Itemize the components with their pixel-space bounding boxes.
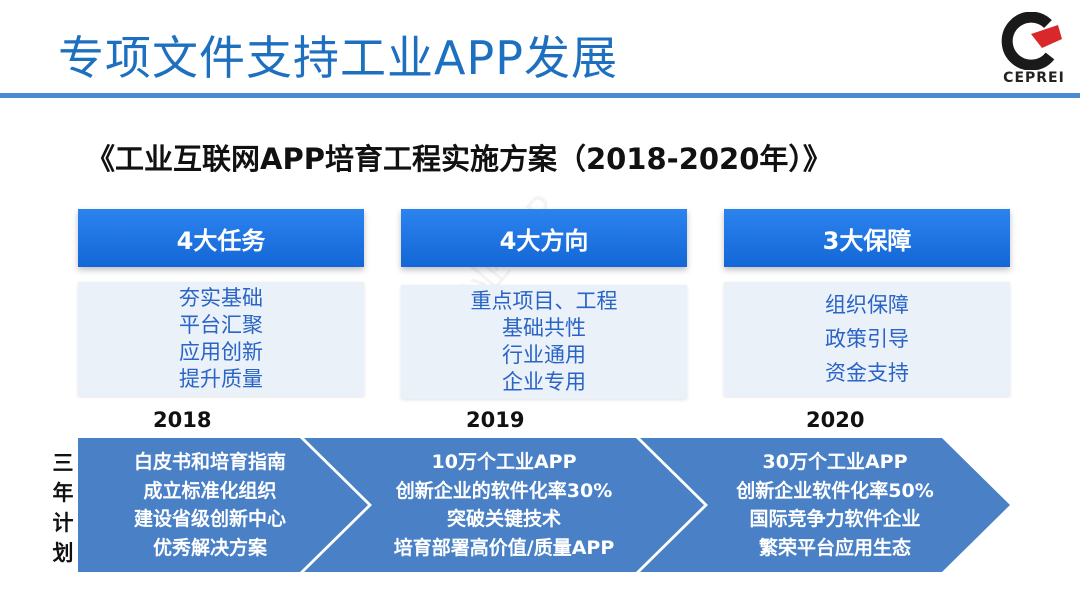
list-item: 企业专用	[502, 370, 586, 394]
phase-line: 成立标准化组织	[143, 479, 277, 502]
phase-arrow-2020	[640, 438, 1010, 572]
phase-line: 优秀解决方案	[152, 536, 267, 559]
plan-label-char: 年	[52, 481, 74, 505]
tasks-list: 夯实基础 平台汇聚 应用创新 提升质量	[78, 282, 364, 396]
phase-line: 创新企业的软件化率30%	[395, 479, 613, 502]
ceprei-logo: CEPREI	[998, 11, 1070, 92]
heading-directions: 4大方向	[401, 209, 687, 267]
logo-text: CEPREI	[1003, 70, 1065, 86]
slide-title: 专项文件支持工业APP发展	[58, 31, 618, 85]
phase-2020-text: 30万个工业APP 创新企业软件化率50% 国际竞争力软件企业 繁荣平台应用生态	[705, 448, 965, 562]
list-item: 基础共性	[502, 316, 586, 340]
phase-2019-text: 10万个工业APP 创新企业的软件化率30% 突破关键技术 培育部署高价值/质量…	[366, 448, 642, 562]
plan-label-char: 计	[52, 511, 74, 535]
year-2020: 2020	[806, 408, 865, 432]
title-rule	[0, 93, 1080, 98]
year-2018: 2018	[153, 408, 212, 432]
phase-line: 突破关键技术	[446, 508, 561, 530]
plan-label-char: 三	[52, 451, 74, 475]
phase-arrow-2019	[304, 438, 704, 572]
phase-line: 10万个工业APP	[431, 451, 577, 473]
list-item: 平台汇聚	[179, 313, 263, 337]
plan-label-char: 划	[52, 541, 74, 565]
phase-line: 30万个工业APP	[762, 451, 908, 473]
list-item: 组织保障	[825, 293, 909, 317]
phase-line: 白皮书和培育指南	[133, 451, 286, 473]
year-2019: 2019	[466, 408, 525, 432]
phase-line: 国际竞争力软件企业	[749, 508, 921, 530]
document-subtitle: 《工业互联网APP培育工程实施方案（2018-2020年）》	[86, 142, 832, 176]
list-item: 夯实基础	[179, 286, 263, 310]
ceprei-logo-mark	[1001, 11, 1062, 71]
list-item: 重点项目、工程	[470, 289, 618, 313]
phase-arrow-2018	[78, 438, 368, 572]
phase-line: 繁荣平台应用生态	[758, 536, 911, 559]
heading-tasks: 4大任务	[78, 209, 364, 267]
directions-list: 重点项目、工程 基础共性 行业通用 企业专用	[401, 285, 687, 399]
list-item: 资金支持	[825, 361, 909, 385]
phase-line: 培育部署高价值/质量APP	[393, 536, 615, 559]
guarantees-list: 组织保障 政策引导 资金支持	[724, 282, 1010, 396]
phase-line: 建设省级创新中心	[133, 508, 286, 530]
phase-2018-text: 白皮书和培育指南 成立标准化组织 建设省级创新中心 优秀解决方案	[100, 448, 320, 562]
heading-guarantees: 3大保障	[724, 209, 1010, 267]
list-item: 行业通用	[502, 343, 586, 367]
phase-line: 创新企业软件化率50%	[736, 479, 934, 502]
timeline-arrows	[78, 438, 1010, 572]
list-item: 提升质量	[179, 367, 263, 391]
list-item: 应用创新	[179, 340, 263, 364]
three-year-plan-label: 三 年 计 划	[50, 448, 76, 568]
list-item: 政策引导	[825, 327, 909, 351]
